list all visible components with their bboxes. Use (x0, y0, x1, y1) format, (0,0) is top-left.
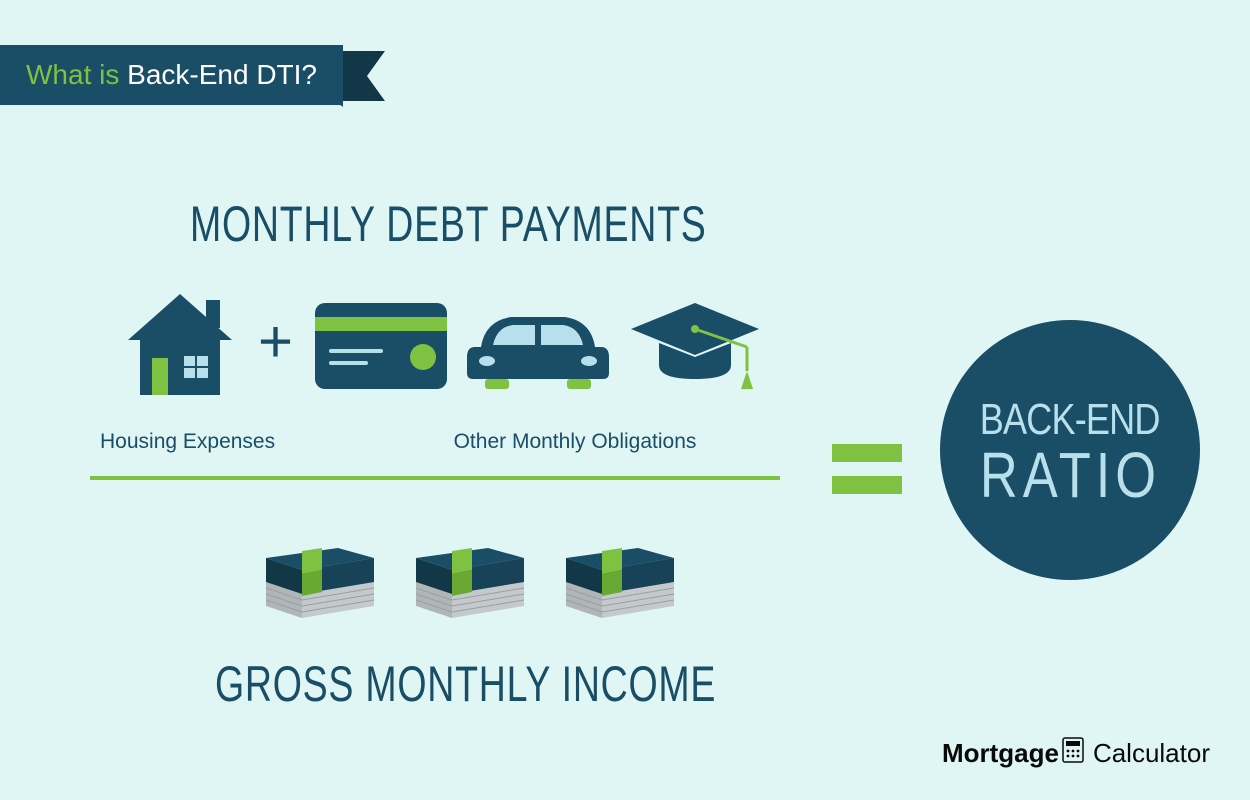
logo-part1: Mortgage (942, 738, 1059, 769)
credit-card-icon (311, 295, 451, 400)
numerator-heading: MONTHLY DEBT PAYMENTS (190, 195, 707, 253)
car-icon (463, 295, 613, 400)
title-prefix: What is (26, 59, 127, 90)
equals-icon (832, 430, 902, 508)
cash-stack-icon (410, 520, 530, 625)
brand-logo: Mortgage Calculator (942, 737, 1210, 770)
title-banner: What is Back-End DTI? (0, 45, 395, 105)
cash-stack-icon (560, 520, 680, 625)
result-line2: RATIO (979, 447, 1160, 505)
fraction-divider (90, 476, 780, 480)
numerator-labels: Housing Expenses Other Monthly Obligatio… (100, 430, 760, 454)
other-obligations-label: Other Monthly Obligations (390, 430, 760, 454)
logo-part2: Calculator (1093, 738, 1210, 769)
cash-stack-icon (260, 520, 380, 625)
house-icon (120, 290, 240, 405)
calculator-icon (1059, 737, 1087, 770)
numerator-icons: + (120, 290, 765, 405)
result-line1: BACK-END (980, 395, 1160, 445)
title-bold: Back-End DTI? (127, 59, 317, 90)
graduation-cap-icon (625, 295, 765, 400)
ribbon-tail-icon (335, 45, 395, 105)
denominator-heading: GROSS MONTHLY INCOME (215, 655, 716, 713)
title-banner-text: What is Back-End DTI? (0, 45, 343, 105)
housing-expenses-label: Housing Expenses (100, 430, 350, 454)
result-circle: BACK-END RATIO (940, 320, 1200, 580)
denominator-icons (260, 520, 680, 625)
plus-symbol: + (258, 307, 293, 376)
